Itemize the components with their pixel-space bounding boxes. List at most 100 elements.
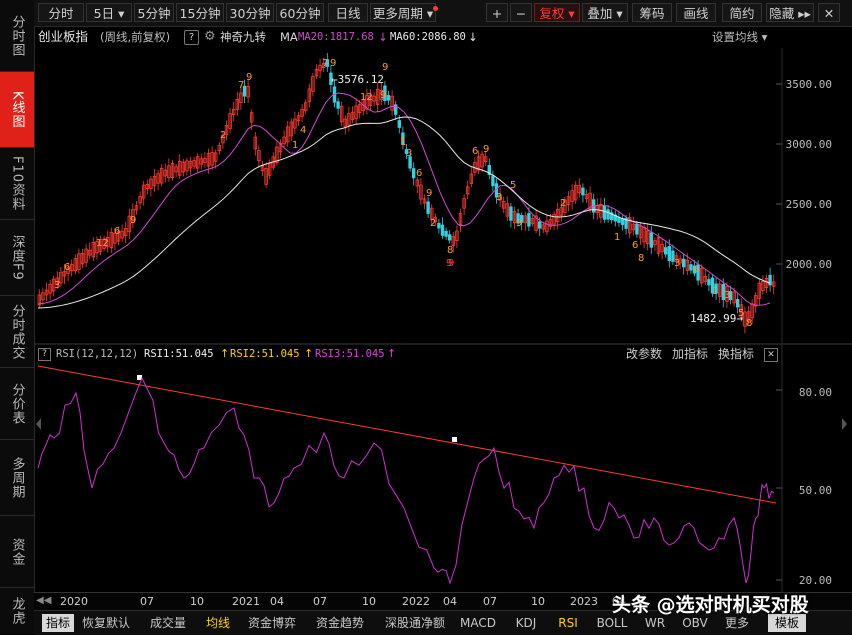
chart-info-bar: 创业板指 (周线,前复权) ? ⚙ 神奇九转 MA MA20:1817.68 ↓… xyxy=(34,26,852,48)
svg-text:9: 9 xyxy=(382,62,388,73)
moving-averages xyxy=(37,92,771,309)
zoom-in-button[interactable]: + xyxy=(486,3,508,22)
tab-boll[interactable]: BOLL xyxy=(596,616,628,630)
arrow-down-icon: ↓ xyxy=(468,30,478,44)
arrow-up-icon: ↑ xyxy=(220,347,230,360)
low-price-label: 1482.99→ xyxy=(690,312,743,325)
top-toolbar: 分时 5日 ▾ 5分钟 15分钟 30分钟 60分钟 日线 更多周期 ▾ + −… xyxy=(34,0,852,27)
arrow-up-icon: ↑ xyxy=(304,347,314,360)
switch-indicator-button[interactable]: 换指标 xyxy=(718,347,755,361)
double-left-icon[interactable]: ◀◀ xyxy=(36,595,52,606)
tab-macd[interactable]: MACD xyxy=(460,616,496,630)
close-icon[interactable]: ✕ xyxy=(818,3,840,22)
tab-restore-default[interactable]: 恢复默认 xyxy=(81,616,130,630)
tab-rsi[interactable]: RSI xyxy=(558,616,578,630)
period-5day-button[interactable]: 5日 ▾ xyxy=(86,3,132,22)
sidebar-item-f10[interactable]: F10资料 xyxy=(0,148,34,220)
sidebar-item-fenshi[interactable]: 分时图 xyxy=(0,0,34,72)
left-sidebar: 分时图 K线图 F10资料 深度F9 分时成交 分价表 多周期 资金 龙虎 xyxy=(0,0,35,634)
close-icon[interactable]: ✕ xyxy=(764,348,778,362)
svg-text:6: 6 xyxy=(64,262,70,273)
period-30min-button[interactable]: 30分钟 xyxy=(226,3,274,22)
tab-ma[interactable]: 均线 xyxy=(205,616,230,630)
gear-icon[interactable]: ⚙ xyxy=(204,29,216,44)
svg-text:9: 9 xyxy=(483,144,489,155)
more-periods-button[interactable]: 更多周期 ▾ xyxy=(370,3,436,22)
svg-text:9: 9 xyxy=(246,72,252,83)
sidebar-item-label: 分时成交 xyxy=(9,303,25,360)
svg-text:12: 12 xyxy=(96,238,109,249)
svg-text:1: 1 xyxy=(292,140,298,151)
scroll-right-icon[interactable] xyxy=(842,418,847,430)
tab-template[interactable]: 模板 xyxy=(768,614,806,632)
sidebar-item-fund[interactable]: 资金 xyxy=(0,516,34,588)
sidebar-item-multi-period[interactable]: 多周期 xyxy=(0,440,34,516)
sidebar-item-trades[interactable]: 分时成交 xyxy=(0,296,34,368)
scroll-left-icon[interactable] xyxy=(36,418,41,430)
period-daily-button[interactable]: 日线 xyxy=(328,3,368,22)
period-5min-button[interactable]: 5分钟 xyxy=(134,3,174,22)
x-label: 2022 xyxy=(402,595,430,608)
change-params-button[interactable]: 改参数 xyxy=(626,347,663,361)
tab-indicator[interactable]: 指标 xyxy=(42,614,74,632)
x-label: 2020 xyxy=(60,595,88,608)
sidebar-item-kline[interactable]: K线图 xyxy=(0,72,34,148)
ma20-value: MA20:1817.68 xyxy=(298,31,374,43)
fuquan-button[interactable]: 复权 ▾ xyxy=(534,3,580,22)
low-price-value: 1482.99 xyxy=(690,312,737,325)
rsi-y-label: 80.00 xyxy=(798,386,832,399)
time-axis: ◀◀ 2020 07 10 2021 04 07 10 2022 04 07 1… xyxy=(34,592,852,611)
ma-settings-button[interactable]: 设置均线 ▾ xyxy=(712,30,768,44)
svg-text:6: 6 xyxy=(694,264,700,275)
rsi3-value: RSI3:51.045 xyxy=(315,348,385,360)
period-fenshi-button[interactable]: 分时 xyxy=(38,3,84,22)
tab-wr[interactable]: WR xyxy=(644,616,666,630)
svg-text:3: 3 xyxy=(724,290,730,301)
x-label: 10 xyxy=(531,595,545,608)
period-60min-button[interactable]: 60分钟 xyxy=(276,3,324,22)
simple-mode-button[interactable]: 简约 xyxy=(722,3,762,22)
overlay-button[interactable]: 叠加 ▾ xyxy=(582,3,628,22)
sidebar-item-label: K线图 xyxy=(9,90,25,129)
tab-fund-trend[interactable]: 资金趋势 xyxy=(315,616,364,630)
tab-obv[interactable]: OBV xyxy=(682,616,708,630)
svg-text:12: 12 xyxy=(360,92,373,103)
help-icon[interactable]: ? xyxy=(184,30,199,45)
hide-button[interactable]: 隐藏 ▸▸ xyxy=(766,3,814,22)
x-label: 2021 xyxy=(232,595,260,608)
svg-text:9: 9 xyxy=(130,215,136,226)
tab-sz-connect[interactable]: 深股通净额 xyxy=(384,616,445,630)
period-label: 5日 xyxy=(93,6,115,21)
watermark-text: 头条 @选对时机买对股 xyxy=(612,594,809,616)
x-label: 10 xyxy=(190,595,204,608)
sidebar-item-label: 龙虎 xyxy=(9,597,25,625)
sidebar-item-depth[interactable]: 深度F9 xyxy=(0,220,34,296)
indicator-tabs: 指标 恢复默认 成交量 均线 资金博弈 资金趋势 深股通净额 MACD KDJ … xyxy=(34,610,852,635)
svg-text:9: 9 xyxy=(446,258,452,269)
indicator-name: 神奇九转 xyxy=(220,30,266,44)
tab-kdj[interactable]: KDJ xyxy=(515,616,537,630)
chips-button[interactable]: 筹码 xyxy=(632,3,672,22)
add-indicator-button[interactable]: 加指标 xyxy=(672,347,709,361)
ma60-value: MA60:2086.80 xyxy=(390,31,466,43)
x-label: 07 xyxy=(140,595,154,608)
tab-volume[interactable]: 成交量 xyxy=(149,616,186,630)
help-icon[interactable]: ? xyxy=(38,348,51,361)
rsi-y-label: 20.00 xyxy=(798,574,832,587)
tab-more[interactable]: 更多 xyxy=(724,616,749,630)
rsi1-value: RSI1:51.045 xyxy=(144,348,214,360)
svg-text:6: 6 xyxy=(114,226,120,237)
zoom-out-button[interactable]: − xyxy=(510,3,532,22)
period-15min-button[interactable]: 15分钟 xyxy=(176,3,224,22)
high-price-label: ←3576.12 xyxy=(331,73,384,86)
tab-fund-game[interactable]: 资金博弈 xyxy=(247,616,296,630)
svg-text:9: 9 xyxy=(448,258,454,269)
rsi-title: RSI(12,12,12) xyxy=(56,348,139,360)
rsi-chart xyxy=(37,365,782,585)
sidebar-item-price-table[interactable]: 分价表 xyxy=(0,368,34,440)
sidebar-item-label: 资金 xyxy=(9,537,25,566)
svg-text:3: 3 xyxy=(496,192,502,203)
drawing-button[interactable]: 画线 xyxy=(676,3,716,22)
sidebar-item-dragon-tiger[interactable]: 龙虎 xyxy=(0,588,34,634)
